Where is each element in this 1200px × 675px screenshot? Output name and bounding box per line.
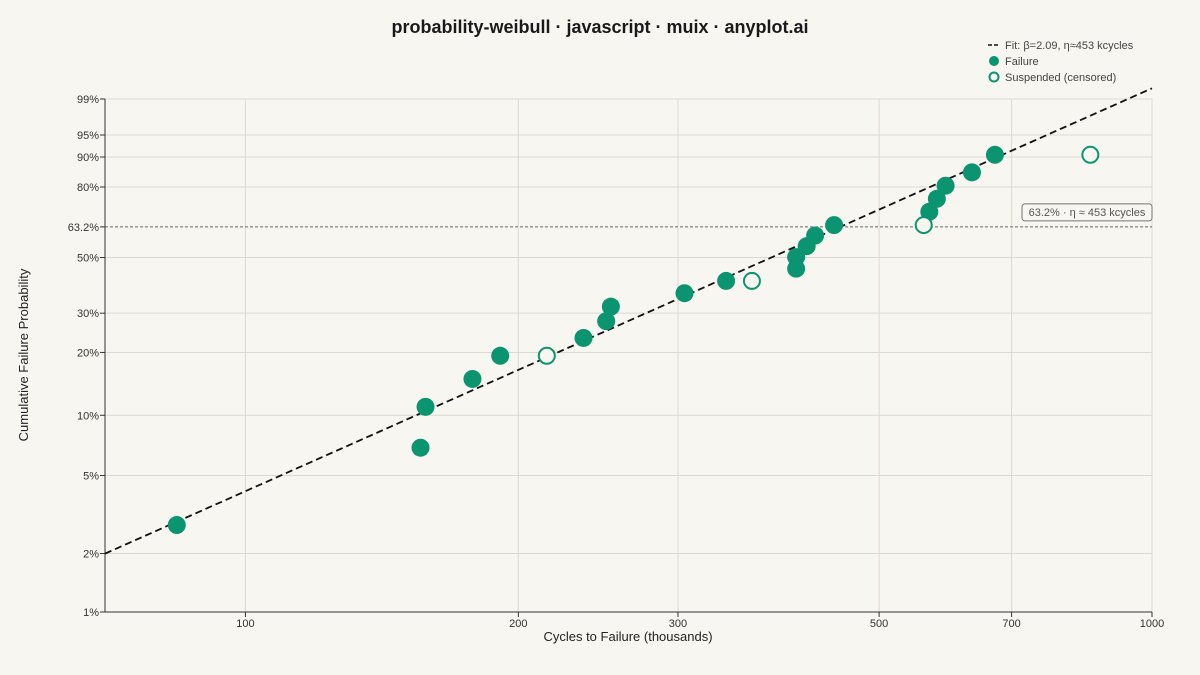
y-tick-label: 90% (77, 152, 99, 164)
y-tick-label: 95% (77, 130, 99, 142)
legend-failure-label: Failure (1005, 56, 1039, 68)
failure-point (597, 312, 616, 331)
y-tick-label: 20% (77, 347, 99, 359)
failure-point (962, 163, 981, 182)
x-tick-label: 1000 (1140, 618, 1164, 630)
failure-point (167, 516, 186, 535)
legend-failure-swatch (989, 56, 999, 66)
failure-point (463, 369, 482, 388)
legend-suspended-label: Suspended (censored) (1005, 72, 1116, 84)
x-tick-label: 200 (509, 618, 527, 630)
legend-fit-label: Fit: β=2.09, η≈453 kcycles (1005, 40, 1134, 52)
legend-suspended-swatch (988, 71, 1000, 83)
data-points (167, 145, 1100, 535)
x-axis-label: Cycles to Failure (thousands) (543, 629, 712, 644)
suspended-point (537, 346, 556, 365)
failure-point (491, 346, 510, 365)
failure-point (601, 297, 620, 316)
failure-point (806, 226, 825, 245)
failure-point (574, 328, 593, 347)
failure-point (936, 176, 955, 195)
failure-point (825, 216, 844, 235)
fit-line (104, 87, 1153, 555)
suspended-point (914, 216, 933, 235)
y-tick-label: 99% (77, 94, 99, 106)
suspended-point (742, 271, 761, 290)
grid (105, 98, 1153, 613)
fit-line-group (104, 87, 1153, 555)
legend: Fit: β=2.09, η≈453 kcycles Failure Suspe… (988, 40, 1134, 84)
reference-annotation-label: 63.2% · η ≈ 453 kcycles (1029, 207, 1146, 219)
chart-title: probability-weibull · javascript · muix … (391, 17, 808, 37)
y-tick-label: 5% (83, 471, 99, 483)
x-tick-label: 300 (669, 618, 687, 630)
reference-annotation-box (1021, 203, 1153, 222)
y-tick-label: 1% (83, 607, 99, 619)
suspended-point (1081, 145, 1100, 164)
y-tick-label: 2% (83, 549, 99, 561)
reference-line-group: 63.2% · η ≈ 453 kcycles (105, 203, 1153, 228)
axes: 100 200 300 500 700 1000 1% 2% 5% 10% 20% 30% 50% 63.… (68, 94, 1164, 630)
failure-point (717, 271, 736, 290)
x-tick-label: 500 (870, 618, 888, 630)
y-tick-label: 63.2% (68, 222, 99, 234)
y-tick-label: 80% (77, 182, 99, 194)
failure-point (927, 189, 946, 208)
y-tick-label: 30% (77, 308, 99, 320)
failure-point (985, 145, 1004, 164)
failure-point (411, 438, 430, 457)
x-tick-label: 700 (1002, 618, 1020, 630)
failure-point (416, 397, 435, 416)
y-tick-label: 10% (77, 410, 99, 422)
y-tick-label: 50% (77, 253, 99, 265)
y-axis-label: Cumulative Failure Probability (16, 268, 31, 441)
x-tick-label: 100 (236, 618, 254, 630)
failure-point (675, 284, 694, 303)
